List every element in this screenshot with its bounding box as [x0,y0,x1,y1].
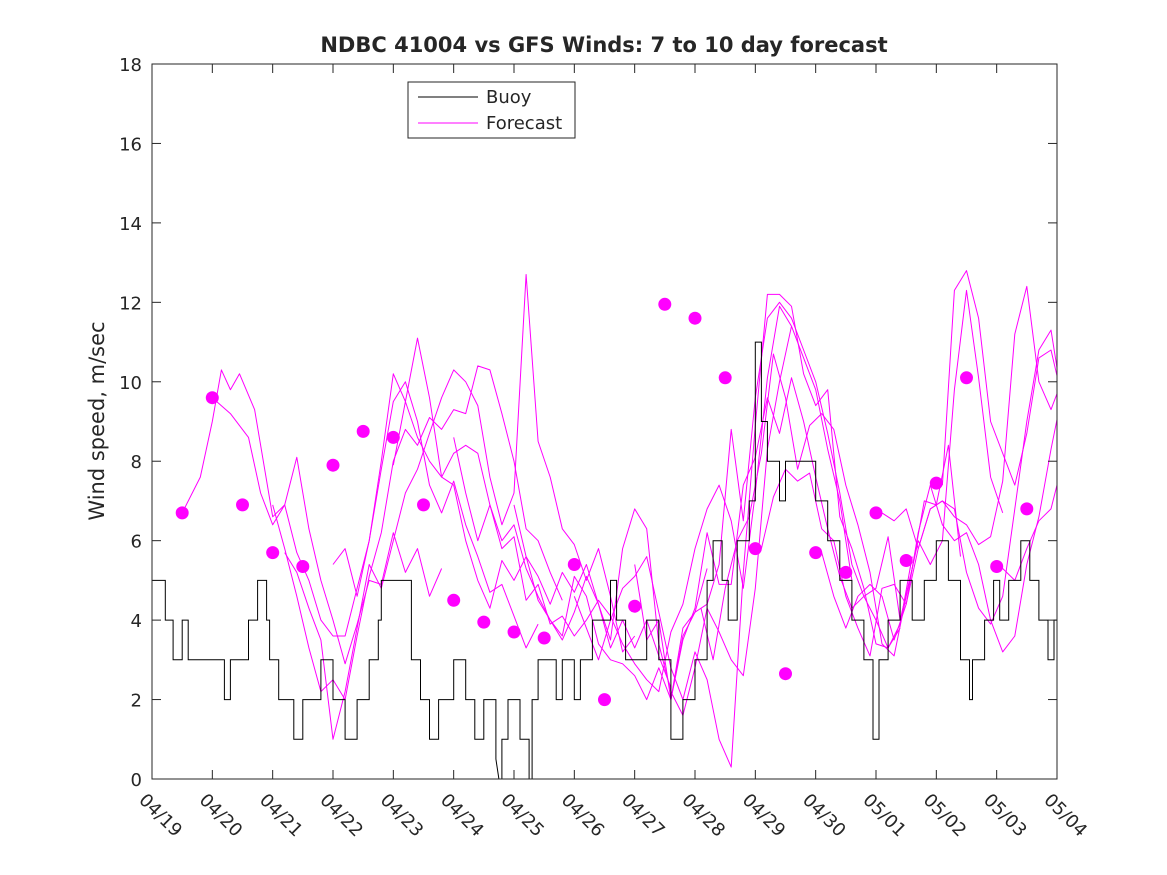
y-tick-label: 0 [131,770,142,791]
y-tick-label: 2 [131,691,142,712]
forecast-marker-10 [447,593,461,607]
forecast-line-17 [1002,483,1057,581]
forecast-marker-19 [718,371,732,385]
y-tick-label: 14 [119,214,142,235]
forecast-marker-29 [1020,502,1034,516]
forecast-marker-14 [567,558,581,571]
y-tick-label: 16 [119,134,142,155]
forecast-marker-21 [779,667,792,681]
forecast-marker-4 [266,546,280,560]
forecast-marker-23 [839,565,853,579]
forecast-line-12 [700,289,1004,661]
forecast-marker-17 [658,297,672,311]
forecast-marker-15 [598,693,611,707]
y-tick-label: 6 [131,532,142,553]
forecast-marker-9 [417,498,430,512]
forecast-marker-20 [748,542,762,556]
forecast-line-15 [881,329,1057,625]
y-tick-label: 8 [131,452,142,473]
forecast-marker-7 [356,424,370,438]
forecast-line-14 [821,416,1057,653]
forecast-marker-25 [899,554,913,567]
forecast-line-10 [634,301,913,701]
forecast-marker-2 [205,391,219,405]
forecast-marker-16 [628,599,642,613]
forecast-marker-3 [236,498,249,512]
y-tick-label: 10 [119,373,142,394]
forecast-marker-11 [477,615,491,629]
y-tick-label: 4 [131,611,142,632]
forecast-marker-22 [809,546,823,560]
forecast-marker-6 [326,458,340,472]
forecast-marker-26 [929,476,943,490]
forecast-marker-1 [175,506,189,520]
forecast-marker-24 [869,506,883,520]
forecast-marker-5 [296,560,310,573]
forecast-marker-8 [386,430,400,444]
forecast-marker-18 [688,311,702,325]
legend: Buoy Forecast [407,81,576,139]
axes-box [151,63,1058,780]
legend-box [407,81,576,139]
forecast-line-9 [573,293,901,768]
forecast-line-1 [181,369,443,665]
forecast-marker-27 [960,371,973,385]
chart-title: NDBC 41004 vs GFS Winds: 7 to 10 day for… [320,33,887,57]
forecast-line-16 [941,270,1057,486]
forecast-marker-13 [537,631,551,645]
buoy-line [152,341,1057,779]
legend-label-forecast: Forecast [486,113,562,134]
y-axis-label: Wind speed, m/sec [85,321,109,520]
legend-label-buoy: Buoy [486,87,532,108]
forecast-line-5 [332,337,672,688]
series-layer [152,270,1057,779]
forecast-marker-28 [990,560,1004,573]
forecast-marker-12 [507,625,521,639]
y-tick-label: 18 [119,55,142,76]
y-tick-label: 12 [119,293,142,314]
forecast-line-7 [453,305,792,693]
